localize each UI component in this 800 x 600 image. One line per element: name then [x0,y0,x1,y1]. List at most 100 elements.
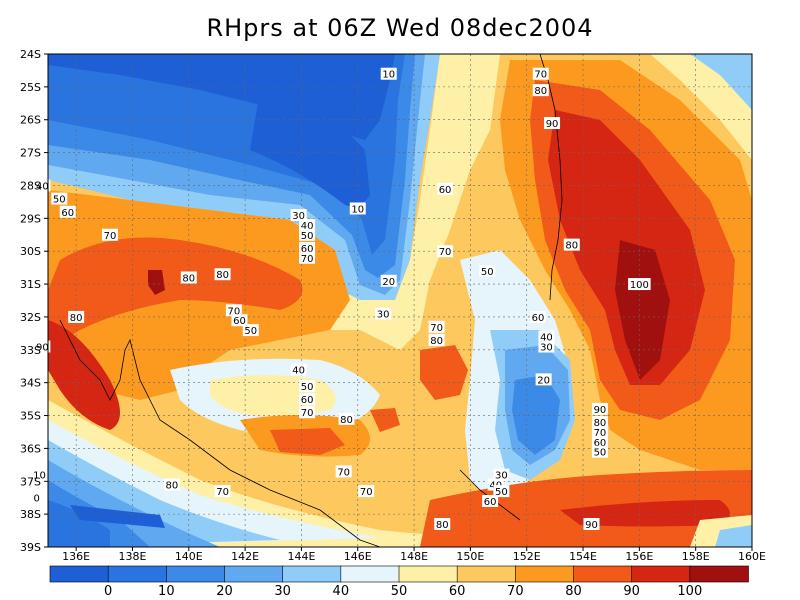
contour-label: 40 [292,366,305,377]
contour-label-bg [380,67,397,80]
colorbar-swatch [49,565,109,583]
contour-label: 70 [360,487,373,498]
contour-label-bg [299,218,316,231]
colorbar-swatch [107,565,168,583]
field-band [250,90,370,207]
contour-label: 10 [382,70,395,81]
colorbar-label: 90 [623,584,640,599]
coastline [59,319,381,547]
contour-label-bg [434,517,451,530]
contour-label: 70 [594,428,607,439]
colorbar-label: 10 [158,584,175,599]
contour-label-bg [299,393,316,406]
lat-tick-label: 29S [20,212,41,225]
contour-label: 50 [53,195,66,206]
field-band [560,500,730,527]
contour-label-bg [591,425,608,438]
contour-label: 50 [301,231,314,242]
contour-label-bg [591,445,608,458]
contour-label: 60 [532,313,545,324]
colorbar [49,565,749,583]
colorbar-swatch [398,565,458,583]
contour-label: 70 [534,70,547,81]
colorbar-swatch [224,565,284,583]
contour-label: 80 [430,336,443,347]
latitude-labels: 24S 25S 26S 27S 28S 29S 30S 31S 32S 33S 34S 35S 36S 3… [20,48,41,554]
field-band [615,240,670,380]
contour-label-bg [31,491,42,504]
colorbar-swatch [515,565,575,583]
lat-tick-label: 35S [20,410,41,423]
lon-tick-label: 160E [738,550,766,563]
colorbar-label: 50 [391,584,408,599]
colorbar-label: 20 [216,584,233,599]
contour-label: 80 [216,270,229,281]
lat-tick-label: 31S [20,278,41,291]
colorbar-label: 70 [507,584,524,599]
contour-label-bg [563,238,580,251]
contour-label-bg [59,205,76,218]
contour-label-bg [180,271,197,284]
contour-label-bg [538,330,555,343]
contour-label: 70 [104,231,117,242]
contour-label-bg [242,324,259,337]
contour-label: 60 [301,244,314,255]
colorbar-label: 80 [565,584,582,599]
contour-label-bg [538,340,555,353]
contour-label: 30 [292,211,305,222]
colorbar-swatch [282,565,342,583]
contour-label: 80 [340,415,353,426]
field-band [70,505,165,528]
lat-tick-label: 26S [20,114,41,127]
contour-label-bg [428,333,445,346]
contour-label: 80 [166,481,179,492]
contour-label: 30 [540,343,553,354]
contour-label: 10 [33,471,46,482]
contour-label: 50 [481,267,494,278]
lon-tick-label: 146E [344,550,372,563]
field-band [48,320,120,430]
contour-label-bg [163,478,180,491]
contour-label: 40 [301,221,314,232]
field-band [690,54,752,110]
field-band [512,375,560,455]
contour-label: 60 [301,395,314,406]
contour-label-bg [591,416,608,429]
contour-label: 70 [439,247,452,258]
colorbar-swatch [166,565,226,583]
lon-tick-label: 144E [287,550,315,563]
contour-label: 40 [540,333,553,344]
lon-tick-label: 148E [400,550,428,563]
contour-label-bg [214,268,231,281]
contour-label: 80 [70,313,83,324]
contour-label-bg [335,465,352,478]
contour-label-bg [532,84,549,97]
contour-label: 70 [227,306,240,317]
contour-label: 100 [630,280,649,291]
lat-tick-label: 30S [20,245,41,258]
contour-label-bg [358,485,375,498]
contour-label: 80 [534,86,547,97]
contour-label-bg [493,485,510,498]
contour-label-bg [535,373,552,386]
lon-tick-label: 156E [625,550,653,563]
lat-tick-label: 27S [20,147,41,160]
lon-tick-label: 150E [456,550,484,563]
contour-label: 60 [233,316,246,327]
contour-label-bg [591,402,608,415]
colorbar-swatch [631,565,691,583]
contour-label: 50 [495,487,508,498]
colorbar-swatch [573,565,633,583]
field-band [420,345,468,400]
lon-tick-label: 136E [62,550,90,563]
contour-label-bg [34,340,51,353]
contour-label: 20 [382,277,395,288]
contour-label-bg [290,209,307,222]
contour-label-bg [290,363,307,376]
contour-label: 60 [61,208,74,219]
contour-label: 60 [594,438,607,449]
colorbar-swatch [456,565,517,583]
contour-label: 80 [436,520,449,531]
contour-label-bg [338,412,355,425]
